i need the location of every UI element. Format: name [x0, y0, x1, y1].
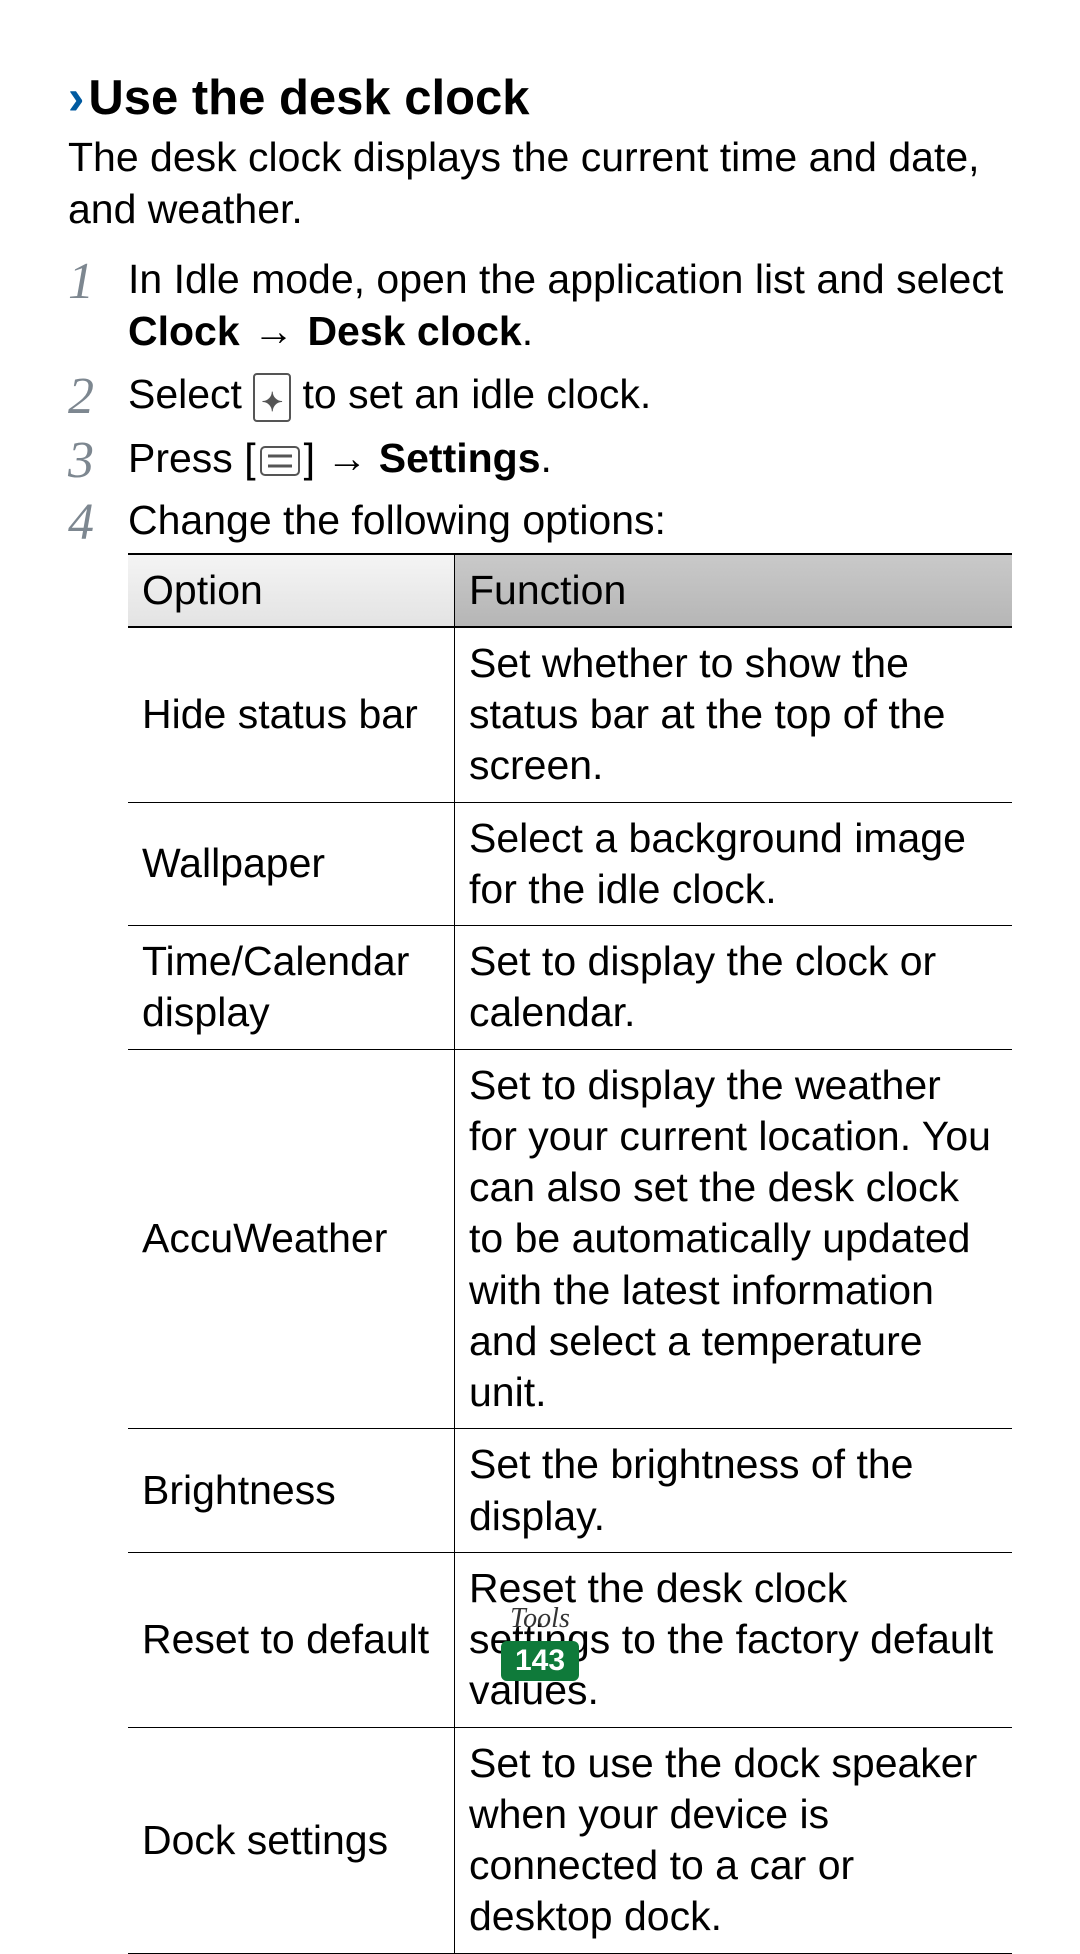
- step-1-clock: Clock: [128, 308, 240, 354]
- step-4-text: Change the following options:: [128, 497, 666, 543]
- step-1-desk-clock: Desk clock: [307, 308, 521, 354]
- col-option: Option: [128, 554, 455, 627]
- opt-name: AccuWeather: [128, 1049, 455, 1429]
- page-number-badge: 143: [501, 1641, 579, 1681]
- step-2-text-a: Select: [128, 371, 253, 417]
- opt-name: Time/Calendar display: [128, 926, 455, 1050]
- col-function: Function: [455, 554, 1013, 627]
- step-3-settings: Settings: [379, 435, 541, 481]
- opt-name: Brightness: [128, 1429, 455, 1553]
- chevron-icon: ›: [68, 71, 84, 125]
- opt-func: Set the brightness of the display.: [455, 1429, 1013, 1553]
- steps-list: In Idle mode, open the application list …: [68, 253, 1012, 1954]
- opt-func: Select a background image for the idle c…: [455, 802, 1013, 926]
- opt-func: Set to use the dock speaker when your de…: [455, 1727, 1013, 1953]
- step-1-arrow: →: [242, 308, 306, 354]
- table-row: Dock settings Set to use the dock speake…: [128, 1727, 1012, 1953]
- step-1: In Idle mode, open the application list …: [68, 253, 1012, 358]
- step-3: Press [ ] → Settings.: [68, 432, 1012, 484]
- table-row: Wallpaper Select a background image for …: [128, 802, 1012, 926]
- table-header-row: Option Function: [128, 554, 1012, 627]
- step-1-period: .: [522, 308, 533, 354]
- opt-func: Set to display the clock or calendar.: [455, 926, 1013, 1050]
- step-3-text-a: Press [: [128, 435, 256, 481]
- page: ›Use the desk clock The desk clock displ…: [0, 0, 1080, 1771]
- expand-icon-glyph: ✦: [261, 389, 283, 415]
- table-row: AccuWeather Set to display the weather f…: [128, 1049, 1012, 1429]
- footer-section: Tools: [0, 1603, 1080, 1635]
- step-2-text-b: to set an idle clock.: [291, 371, 651, 417]
- heading-text: Use the desk clock: [88, 71, 529, 125]
- menu-icon: [260, 446, 300, 476]
- intro-text: The desk clock displays the current time…: [68, 132, 1012, 235]
- expand-icon: ✦: [253, 373, 291, 422]
- table-row: Time/Calendar display Set to display the…: [128, 926, 1012, 1050]
- opt-name: Hide status bar: [128, 627, 455, 802]
- section-heading: ›Use the desk clock: [68, 70, 1012, 126]
- step-1-text-a: In Idle mode, open the application list …: [128, 256, 1003, 302]
- step-3-period: .: [541, 435, 552, 481]
- opt-name: Dock settings: [128, 1727, 455, 1953]
- table-row: Brightness Set the brightness of the dis…: [128, 1429, 1012, 1553]
- options-table: Option Function Hide status bar Set whet…: [128, 553, 1012, 1954]
- step-3-text-b: ] →: [304, 435, 379, 481]
- step-2: Select ✦ to set an idle clock.: [68, 368, 1012, 422]
- table-row: Hide status bar Set whether to show the …: [128, 627, 1012, 802]
- opt-func: Set to display the weather for your curr…: [455, 1049, 1013, 1429]
- opt-func: Set whether to show the status bar at th…: [455, 627, 1013, 802]
- page-footer: Tools 143: [0, 1603, 1080, 1681]
- opt-name: Wallpaper: [128, 802, 455, 926]
- step-4: Change the following options: Option Fun…: [68, 494, 1012, 1953]
